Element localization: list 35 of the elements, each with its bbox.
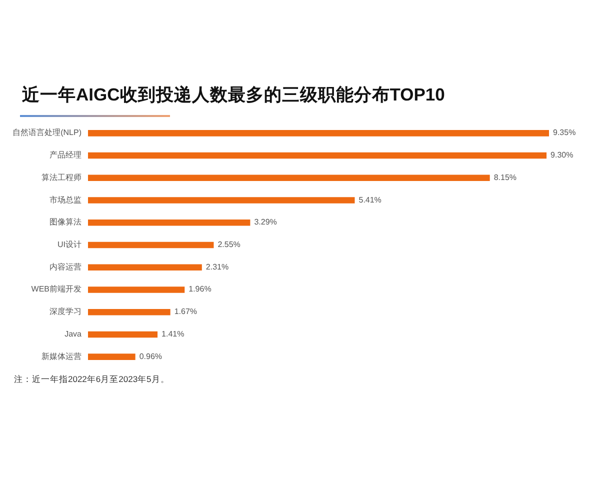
bar	[88, 354, 136, 360]
y-tick-label: 图像算法	[50, 218, 82, 227]
y-tick-label: WEB前端开发	[31, 284, 82, 294]
bar	[88, 308, 170, 316]
data-label: 1.96%	[188, 284, 212, 294]
data-label: 9.35%	[553, 128, 576, 138]
y-tick-label: 产品经理	[50, 150, 82, 160]
bar	[88, 242, 214, 248]
chart-title: 近一年AIGC收到投递人数最多的三级职能分布TOP10	[21, 84, 446, 104]
y-tick-label: 市场总监	[50, 195, 82, 204]
bar	[88, 220, 250, 226]
bar	[88, 152, 547, 159]
data-label: 5.41%	[358, 195, 382, 204]
y-tick-label: 内容运营	[50, 262, 82, 272]
bar	[88, 331, 158, 338]
y-tick-label: 算法工程师	[42, 172, 82, 182]
data-label: 3.29%	[254, 218, 277, 227]
y-tick-label: 自然语言处理(NLP)	[12, 128, 82, 138]
y-tick-label: 新媒体运营	[42, 352, 82, 361]
y-tick-label: 深度学习	[50, 307, 82, 316]
y-tick-label: Java	[64, 329, 82, 338]
bar	[88, 197, 355, 204]
bar	[88, 286, 185, 293]
data-label: 2.55%	[218, 240, 240, 249]
data-label: 1.41%	[162, 329, 184, 338]
data-label: 0.96%	[139, 352, 162, 361]
data-label: 1.67%	[174, 307, 198, 316]
bar	[88, 174, 490, 182]
data-label: 8.15%	[494, 172, 517, 182]
bar	[88, 264, 202, 270]
bar	[88, 130, 549, 136]
y-tick-label: UI设计	[58, 240, 82, 249]
text: 注：近一年指2022年6月至2023年5月。	[14, 374, 170, 384]
data-label: 2.31%	[206, 262, 229, 272]
data-label: 9.30%	[550, 150, 574, 160]
